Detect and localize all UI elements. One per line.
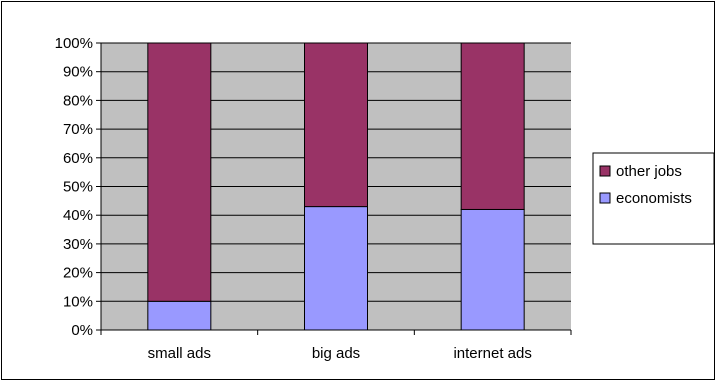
bar-other-jobs-internet-ads [460,42,525,210]
y-tick-label: 100% [55,35,93,52]
bar-other-jobs-small-ads [147,42,212,302]
y-tick-label: 30% [63,236,93,253]
bar-other-jobs-big-ads [304,42,368,208]
y-tick-label: 50% [63,179,93,196]
y-tick-label: 80% [63,92,93,109]
legend: other jobs economists [592,152,715,245]
x-tick-label: internet ads [453,345,531,362]
legend-label-other-jobs: other jobs [616,163,682,180]
bar-economists-small-ads [147,300,212,331]
bars [147,42,525,331]
bar-economists-internet-ads [460,208,525,331]
y-tick-label: 90% [63,64,93,81]
y-ticks: 0% 10% 20% 30% 40% 50% 60% 70% 80% 90% 100% [55,35,101,339]
x-tick-label: big ads [312,345,360,362]
legend-swatch-economists [599,192,611,204]
y-tick-label: 40% [63,207,93,224]
y-tick-label: 20% [63,265,93,282]
y-tick-label: 0% [71,322,93,339]
legend-swatch-other-jobs [599,165,611,177]
y-tick-label: 60% [63,150,93,167]
legend-box [592,152,715,245]
y-tick-label: 10% [63,293,93,310]
legend-label-economists: economists [616,190,692,207]
x-tick-label: small ads [148,345,211,362]
x-ticks: small ads big ads internet ads [100,330,572,362]
y-tick-label: 70% [63,121,93,138]
bar-economists-big-ads [304,206,368,331]
